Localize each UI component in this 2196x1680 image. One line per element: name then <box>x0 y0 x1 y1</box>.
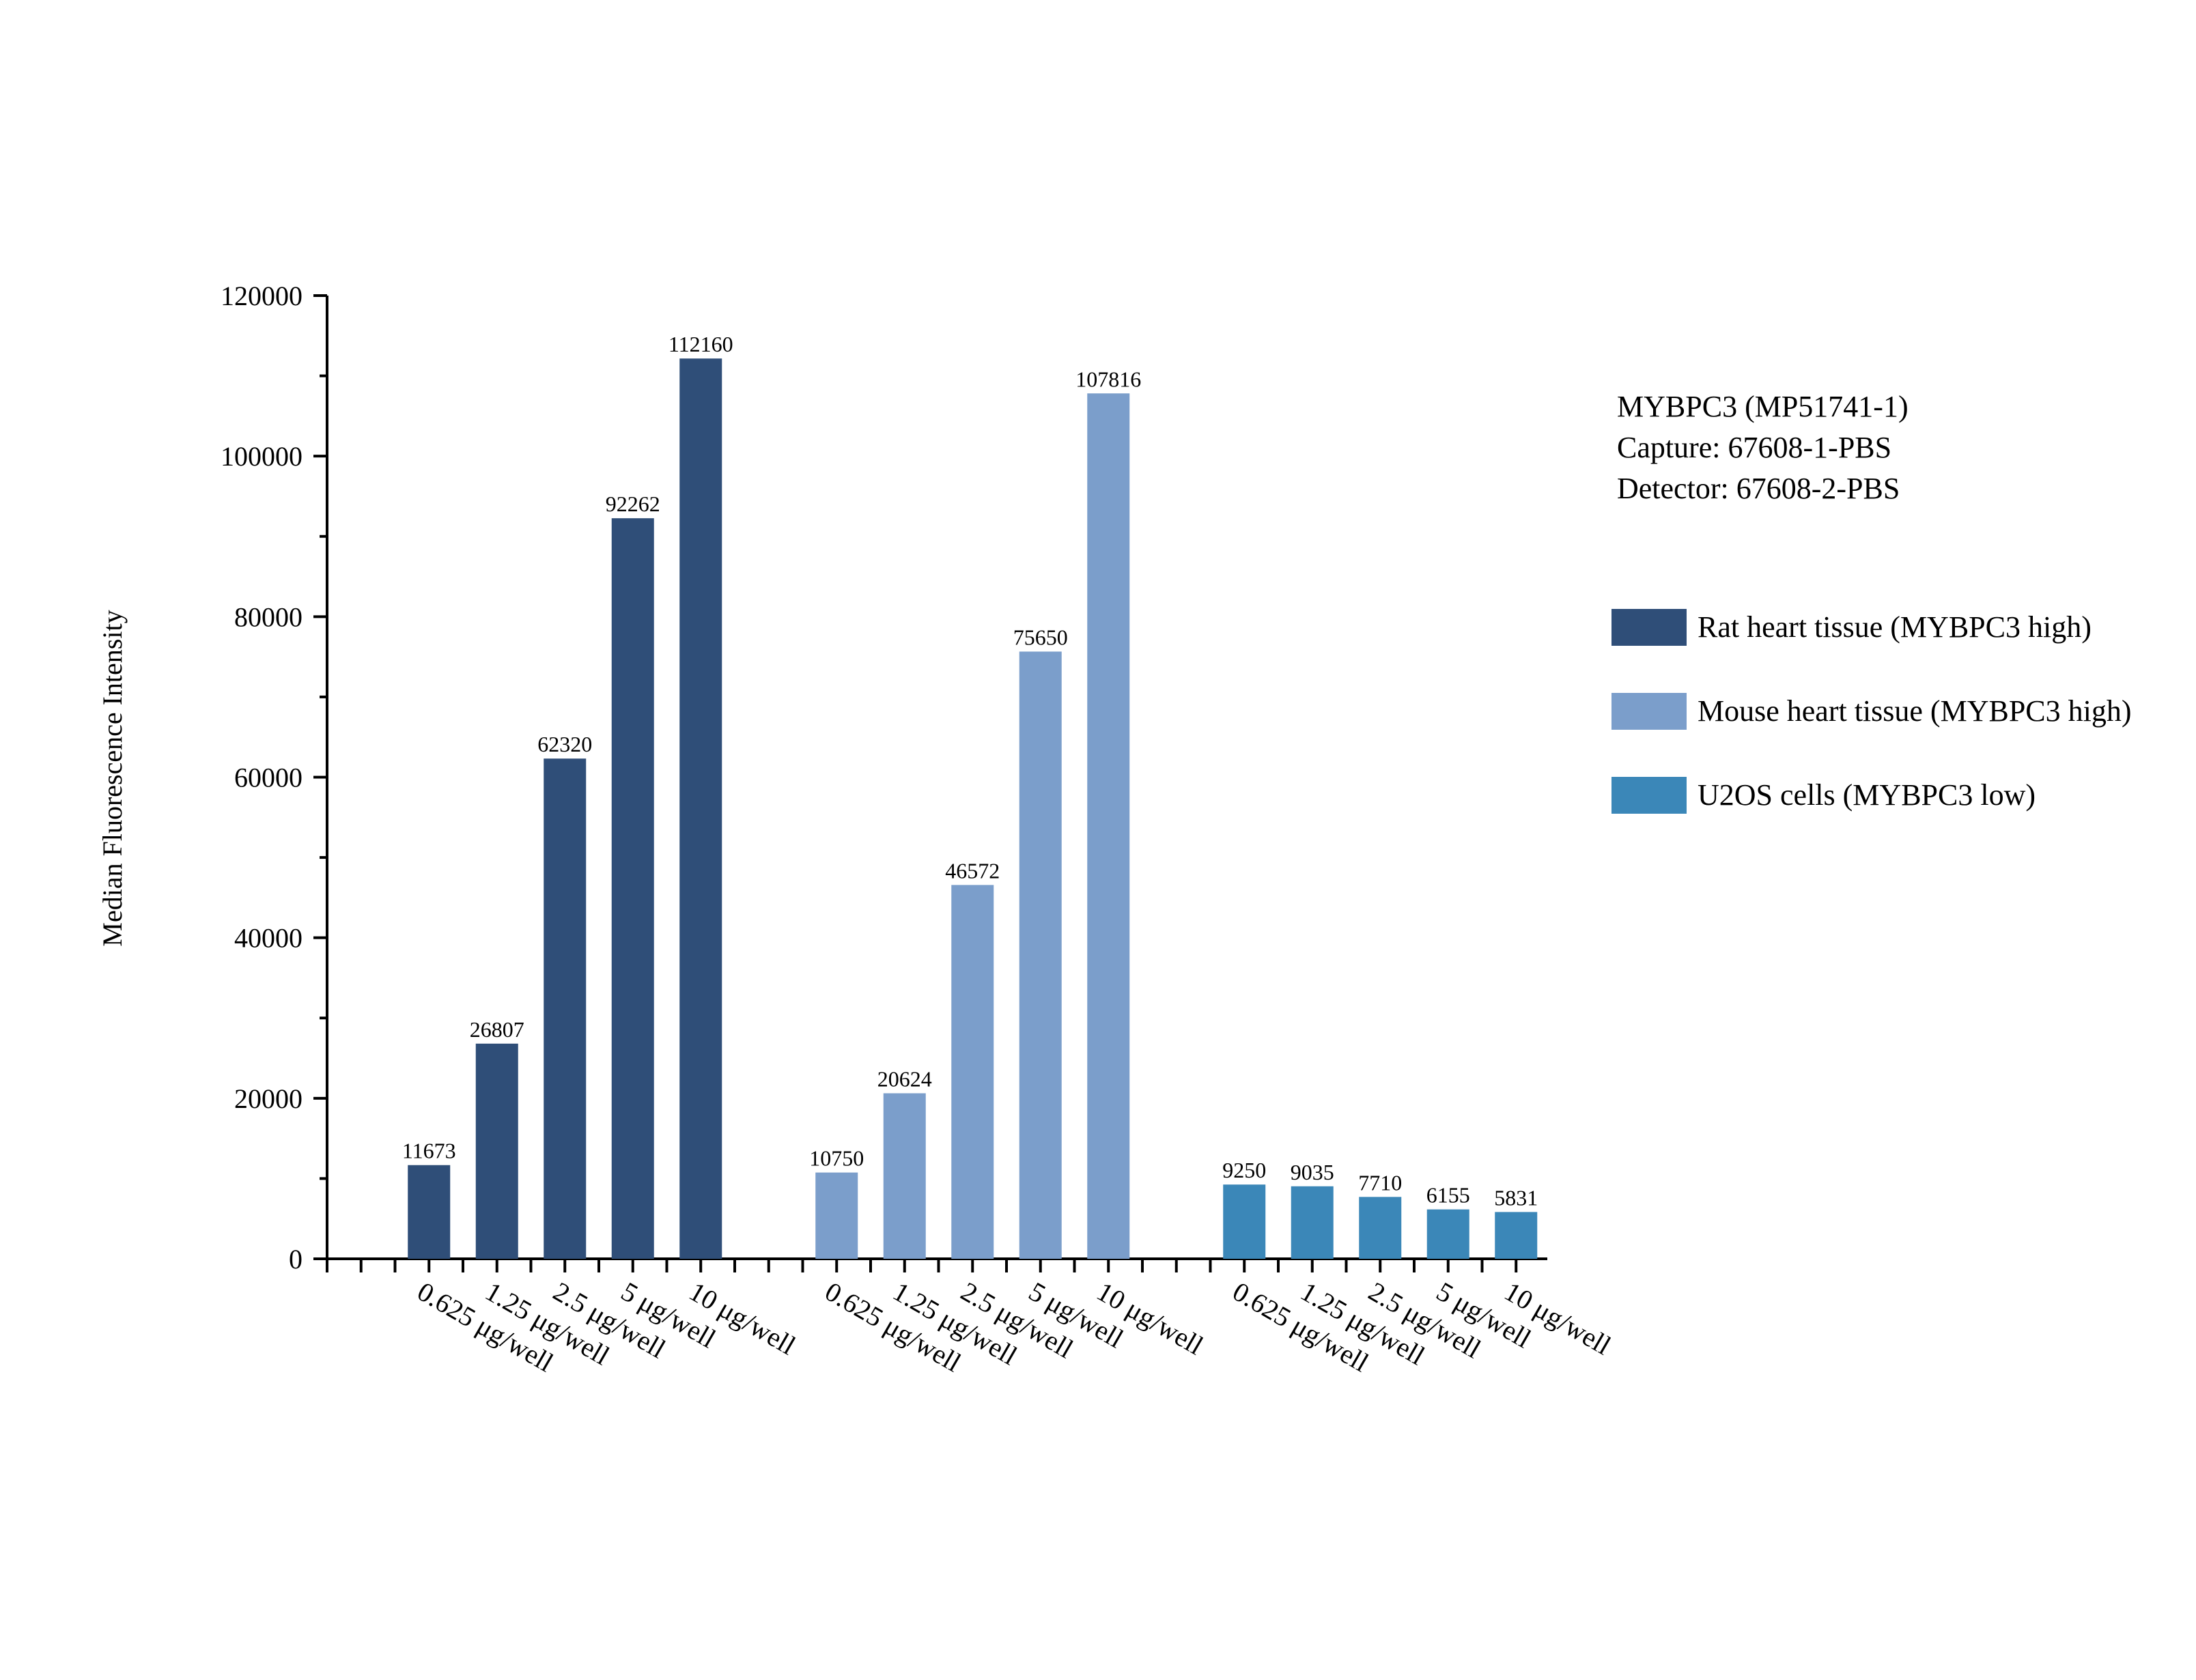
legend-swatch <box>1611 693 1687 730</box>
bar <box>883 1093 926 1259</box>
y-tick-label: 120000 <box>221 281 302 311</box>
y-tick-label: 80000 <box>234 601 302 632</box>
data-label: 9250 <box>1222 1158 1266 1182</box>
bar <box>1495 1212 1538 1259</box>
bar <box>544 758 587 1259</box>
data-label: 107816 <box>1075 367 1141 391</box>
bars <box>408 358 1538 1259</box>
data-label: 46572 <box>945 858 1000 883</box>
y-tick-label: 100000 <box>221 441 302 472</box>
data-labels: 11673 26807 62320 92262 112160 10750 20624 4657… <box>402 332 1538 1210</box>
bar <box>679 358 722 1259</box>
y-tick-label: 0 <box>289 1244 302 1275</box>
data-label: 92262 <box>606 492 660 516</box>
y-tick-label: 20000 <box>234 1083 302 1114</box>
data-label: 9035 <box>1291 1160 1334 1184</box>
info-line-3: Detector: 67608-2-PBS <box>1617 472 1900 505</box>
legend-label: U2OS cells (MYBPC3 low) <box>1698 778 2036 812</box>
legend-item: Rat heart tissue (MYBPC3 high) <box>1611 609 2092 646</box>
data-label: 5831 <box>1494 1185 1538 1210</box>
bar <box>1087 393 1130 1259</box>
bar <box>1359 1197 1402 1259</box>
data-label: 6155 <box>1426 1183 1470 1208</box>
x-axis <box>326 1257 1547 1272</box>
bar <box>1426 1209 1469 1259</box>
info-line-2: Capture: 67608-1-PBS <box>1617 431 1891 464</box>
bar <box>408 1165 451 1259</box>
data-label: 62320 <box>537 732 592 756</box>
data-label: 75650 <box>1013 625 1068 649</box>
y-axis: 0 20000 40000 60000 80000 100000 120000 <box>221 281 328 1275</box>
y-axis-title: Median Fluorescence Intensity <box>97 610 128 946</box>
bar <box>1291 1186 1334 1259</box>
bar <box>1223 1184 1266 1259</box>
bar <box>1019 651 1062 1259</box>
bar <box>475 1043 518 1259</box>
y-tick-label: 40000 <box>234 923 302 954</box>
info-line-1: MYBPC3 (MP51741-1) <box>1617 390 1909 423</box>
data-label: 112160 <box>668 332 733 356</box>
info-block: MYBPC3 (MP51741-1) Capture: 67608-1-PBS … <box>1617 390 1909 505</box>
legend-swatch <box>1611 609 1687 646</box>
data-label: 10750 <box>809 1146 864 1171</box>
bar <box>815 1172 858 1259</box>
bar <box>611 518 654 1259</box>
data-label: 20624 <box>877 1066 932 1091</box>
bar <box>951 885 994 1259</box>
legend-label: Mouse heart tissue (MYBPC3 high) <box>1698 694 2132 728</box>
data-label: 26807 <box>470 1017 524 1042</box>
legend-item: U2OS cells (MYBPC3 low) <box>1611 777 2036 814</box>
y-tick-label: 60000 <box>234 763 302 793</box>
legend-label: Rat heart tissue (MYBPC3 high) <box>1698 610 2092 644</box>
legend-swatch <box>1611 777 1687 814</box>
legend-item: Mouse heart tissue (MYBPC3 high) <box>1611 693 2132 730</box>
legend: Rat heart tissue (MYBPC3 high) Mouse hear… <box>1611 609 2132 814</box>
data-label: 7710 <box>1358 1170 1402 1195</box>
data-label: 11673 <box>402 1139 456 1163</box>
